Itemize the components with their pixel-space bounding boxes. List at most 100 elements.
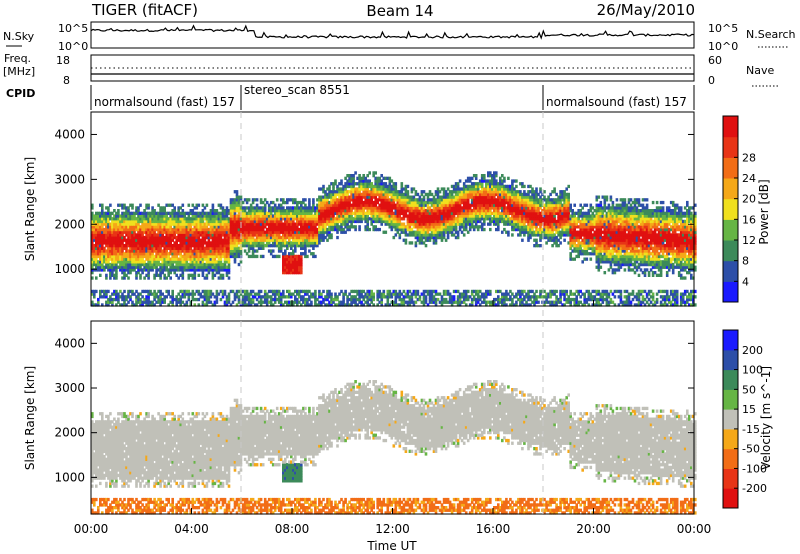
power-cell-2761 [302, 238, 305, 242]
power-cell-716 [143, 241, 146, 245]
power-cell-1356 [191, 297, 195, 302]
power-cell-1002 [163, 227, 166, 232]
power-cell-1161 [175, 222, 178, 226]
power-cell-1704 [215, 233, 219, 237]
power-cell-1202 [179, 257, 182, 261]
power-cell-2367 [271, 244, 275, 248]
power-cell-1802 [223, 257, 227, 261]
power-cell-156 [101, 203, 104, 207]
power-cell-2444 [277, 211, 281, 215]
power-cell-434 [123, 271, 126, 275]
power-cell-1986 [237, 262, 241, 267]
power-cell-2068 [243, 235, 247, 240]
power-cell-1141 [175, 300, 178, 304]
power-cell-1294 [185, 233, 189, 237]
power-cell-2142 [249, 222, 253, 226]
power-cell-2043 [241, 241, 245, 245]
power-cell-1132 [173, 225, 176, 229]
power-cell-885 [155, 244, 158, 248]
power-cell-51 [93, 217, 96, 221]
power-cell-2201 [255, 241, 259, 245]
power-cell-1741 [219, 289, 223, 294]
power-cell-2511 [284, 241, 287, 245]
power-cell-1562 [205, 246, 209, 250]
power-cell-2840 [308, 211, 311, 215]
power-cell-90 [97, 241, 100, 245]
power-cell-2424 [277, 300, 281, 304]
power-cell-1509 [201, 233, 205, 237]
power-cell-2354 [269, 219, 273, 224]
power-cell-555 [131, 235, 134, 240]
power-cell-4753 [489, 289, 492, 294]
power-cell-1486 [199, 219, 203, 224]
nave-label: Nave [746, 64, 774, 77]
power-cell-173 [103, 227, 106, 232]
power-cell-2092 [245, 230, 249, 234]
power-cell-1599 [207, 219, 211, 224]
power-cell-1932 [233, 252, 237, 256]
power-cell-2868 [312, 254, 315, 259]
power-cell-2289 [263, 233, 267, 237]
power-cell-509 [127, 211, 130, 215]
power-cell-1208 [179, 241, 182, 245]
power-cell-1206 [179, 246, 182, 250]
power-cell-2019 [239, 241, 243, 245]
power-cell-2893 [314, 289, 317, 294]
power-cell-2388 [273, 244, 277, 248]
power-cell-2421 [275, 209, 279, 213]
power-cell-453 [123, 211, 126, 215]
power-cell-443 [123, 244, 126, 248]
power-cell-1316 [187, 244, 191, 248]
power-cell-783 [147, 222, 150, 226]
power-cell-2291 [263, 225, 267, 229]
power-cell-1475 [199, 252, 203, 256]
power-cell-6 [91, 268, 94, 272]
power-cell-2802 [306, 303, 309, 307]
power-cell-1821 [225, 303, 229, 307]
power-cell-2113 [247, 238, 251, 242]
power-cell-254 [109, 230, 112, 234]
power-cell-2591 [290, 257, 293, 261]
power-cell-1127 [173, 241, 176, 245]
power-cell-116 [99, 241, 102, 245]
power-cell-319 [115, 292, 118, 296]
power-cell-579 [133, 241, 136, 245]
power-cell-260 [109, 211, 112, 215]
power-cell-2719 [298, 211, 301, 215]
power-cell-232 [107, 211, 110, 215]
power-cell-186 [105, 265, 108, 269]
power-cell-2795 [304, 217, 307, 221]
power-cell-1403 [193, 233, 197, 237]
power-cell-2163 [251, 230, 255, 234]
power-cell-1894 [229, 217, 233, 221]
power-cell-409 [121, 252, 124, 256]
power-cell-275 [111, 249, 114, 253]
power-cell-1019 [165, 254, 168, 259]
power-cell-1579 [207, 292, 211, 296]
power-cell-667 [139, 235, 142, 240]
power-cell-407 [121, 257, 124, 261]
power-cell-886 [155, 241, 158, 245]
power-cell-2282 [263, 297, 267, 302]
power-cell-1163 [175, 217, 178, 221]
power-cell-2123 [247, 211, 251, 215]
beam-label: Beam 14 [366, 2, 433, 20]
power-cell-304 [113, 241, 116, 245]
power-cell-1479 [199, 241, 203, 245]
power-cell-742 [145, 244, 148, 248]
power-cell-1815 [223, 222, 227, 226]
power-cell-2133 [249, 246, 253, 250]
power-cell-1736 [217, 217, 221, 221]
power-cell-765 [147, 271, 150, 275]
power-cell-2836 [308, 222, 311, 226]
power-cell-2705 [298, 260, 301, 264]
power-cell-2411 [275, 235, 279, 240]
power-cell-1198 [179, 268, 182, 272]
power-cell-1255 [183, 268, 187, 272]
power-cell-1280 [185, 289, 189, 294]
power-cell-2301 [265, 303, 269, 307]
power-cell-1968 [235, 227, 239, 232]
power-cell-213 [107, 262, 110, 267]
power-cell-1368 [191, 252, 195, 256]
power-cell-1092 [171, 292, 174, 296]
